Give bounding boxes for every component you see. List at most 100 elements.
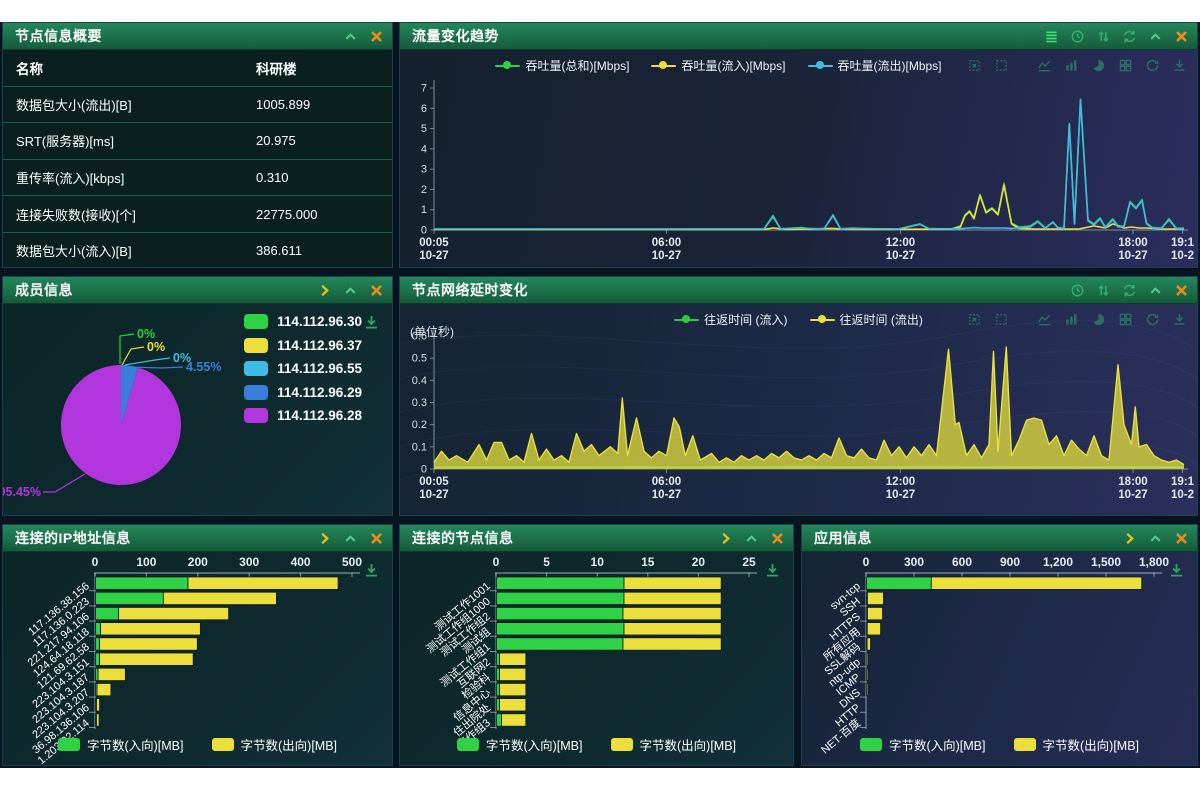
barchart-icon[interactable] bbox=[1064, 312, 1079, 327]
loop-icon[interactable] bbox=[1122, 283, 1137, 298]
bar-out[interactable] bbox=[499, 667, 527, 681]
legend-item[interactable]: 往返时间 (流出) bbox=[809, 311, 923, 328]
grid-icon[interactable] bbox=[1118, 312, 1133, 327]
legend-item[interactable]: 吞吐量(总和)[Mbps] bbox=[495, 57, 629, 74]
download-icon[interactable] bbox=[1172, 58, 1187, 73]
expand-icon[interactable] bbox=[317, 531, 332, 546]
bar-out[interactable] bbox=[867, 607, 883, 621]
bar-out[interactable] bbox=[99, 652, 194, 666]
close-icon[interactable] bbox=[1174, 29, 1189, 44]
bar-in[interactable] bbox=[496, 713, 502, 727]
bar-out[interactable] bbox=[499, 682, 527, 697]
piechart-icon[interactable] bbox=[1091, 58, 1106, 73]
bar-out[interactable] bbox=[866, 622, 881, 636]
linechart-icon[interactable] bbox=[1037, 312, 1052, 327]
box-icon[interactable] bbox=[994, 312, 1009, 327]
loop-icon[interactable] bbox=[1122, 29, 1137, 44]
zoombox-icon[interactable] bbox=[967, 58, 982, 73]
bar-out[interactable] bbox=[623, 591, 722, 606]
close-icon[interactable] bbox=[1174, 283, 1189, 298]
bar-out[interactable] bbox=[866, 637, 871, 651]
legend-item[interactable]: 字节数(出向)[MB] bbox=[211, 735, 337, 754]
collapse-icon[interactable] bbox=[744, 531, 759, 546]
bar-in[interactable] bbox=[496, 667, 500, 681]
download-icon[interactable] bbox=[363, 314, 380, 331]
grid-icon[interactable] bbox=[1118, 58, 1133, 73]
swap-icon[interactable] bbox=[1096, 283, 1111, 298]
legend-item[interactable]: 字节数(入向)[MB] bbox=[57, 735, 184, 754]
linechart-icon[interactable] bbox=[1037, 58, 1052, 73]
legend-item[interactable]: 114.112.96.55 bbox=[244, 361, 362, 376]
close-icon[interactable] bbox=[1174, 531, 1189, 546]
legend-item[interactable]: 字节数(入向)[MB] bbox=[456, 735, 583, 754]
bar-in[interactable] bbox=[95, 622, 102, 636]
bar-out[interactable] bbox=[96, 713, 100, 727]
download-icon[interactable] bbox=[764, 562, 781, 579]
legend-item[interactable]: 往返时间 (流入) bbox=[674, 311, 788, 328]
legend-item[interactable]: 114.112.96.28 bbox=[244, 408, 362, 423]
legend-item[interactable]: 114.112.96.37 bbox=[244, 337, 362, 353]
collapse-icon[interactable] bbox=[343, 29, 358, 44]
restore-icon[interactable] bbox=[1145, 312, 1160, 327]
clock-icon[interactable] bbox=[1070, 29, 1085, 44]
legend-item[interactable]: 吞吐量(流出)[Mbps] bbox=[807, 57, 942, 74]
legend-item[interactable]: 字节数(入向)[MB] bbox=[859, 735, 986, 754]
bar-out[interactable] bbox=[499, 698, 527, 712]
bar-out[interactable] bbox=[501, 713, 527, 727]
close-icon[interactable] bbox=[369, 531, 384, 546]
bar-out[interactable] bbox=[623, 576, 722, 590]
bar-out[interactable] bbox=[930, 576, 1143, 590]
bar-in[interactable] bbox=[95, 607, 120, 621]
clock-icon[interactable] bbox=[1070, 283, 1085, 298]
box-icon[interactable] bbox=[994, 58, 1009, 73]
bar-in[interactable] bbox=[95, 637, 101, 651]
download-icon[interactable] bbox=[1172, 312, 1187, 327]
bar-in[interactable] bbox=[496, 576, 625, 590]
close-icon[interactable] bbox=[369, 29, 384, 44]
restore-icon[interactable] bbox=[1145, 58, 1160, 73]
bar-out[interactable] bbox=[118, 607, 230, 621]
legend-item[interactable]: 114.112.96.29 bbox=[244, 384, 362, 400]
collapse-icon[interactable] bbox=[343, 283, 358, 298]
zoombox-icon[interactable] bbox=[967, 312, 982, 327]
bar-out[interactable] bbox=[866, 667, 869, 681]
legend-item[interactable]: 字节数(出向)[MB] bbox=[1013, 735, 1139, 754]
expand-icon[interactable] bbox=[1122, 531, 1137, 546]
bar-in[interactable] bbox=[496, 652, 500, 666]
collapse-icon[interactable] bbox=[1148, 283, 1163, 298]
bar-out[interactable] bbox=[187, 576, 339, 590]
collapse-icon[interactable] bbox=[343, 531, 358, 546]
bar-out[interactable] bbox=[99, 637, 198, 651]
expand-icon[interactable] bbox=[718, 531, 733, 546]
legend-item[interactable]: 字节数(出向)[MB] bbox=[610, 735, 736, 754]
bar-in[interactable] bbox=[496, 698, 500, 712]
download-icon[interactable] bbox=[363, 562, 380, 579]
bar-out[interactable] bbox=[100, 622, 201, 636]
bar-out[interactable] bbox=[622, 637, 722, 651]
swap-icon[interactable] bbox=[1096, 29, 1111, 44]
bar-in[interactable] bbox=[866, 576, 932, 590]
bar-out[interactable] bbox=[623, 622, 722, 636]
bar-in[interactable] bbox=[95, 652, 101, 666]
bar-out[interactable] bbox=[866, 682, 869, 697]
bar-out[interactable] bbox=[96, 682, 112, 697]
bar-out[interactable] bbox=[97, 667, 126, 681]
collapse-icon[interactable] bbox=[1148, 29, 1163, 44]
legend-item[interactable]: 114.112.96.30 bbox=[244, 314, 362, 329]
bar-out[interactable] bbox=[499, 652, 527, 666]
close-icon[interactable] bbox=[369, 283, 384, 298]
bar-out[interactable] bbox=[162, 591, 277, 606]
bar-in[interactable] bbox=[496, 607, 624, 621]
pie-slice[interactable] bbox=[60, 365, 181, 485]
collapse-icon[interactable] bbox=[1148, 531, 1163, 546]
bar-in[interactable] bbox=[496, 622, 625, 636]
barchart-icon[interactable] bbox=[1064, 58, 1079, 73]
menu-icon[interactable] bbox=[1044, 29, 1059, 44]
legend-item[interactable]: 吞吐量(流入)[Mbps] bbox=[651, 57, 786, 74]
piechart-icon[interactable] bbox=[1091, 312, 1106, 327]
bar-out[interactable] bbox=[96, 698, 101, 712]
bar-out[interactable] bbox=[622, 607, 722, 621]
bar-out[interactable] bbox=[867, 591, 884, 606]
bar-out[interactable] bbox=[866, 652, 869, 666]
bar-in[interactable] bbox=[496, 682, 500, 697]
